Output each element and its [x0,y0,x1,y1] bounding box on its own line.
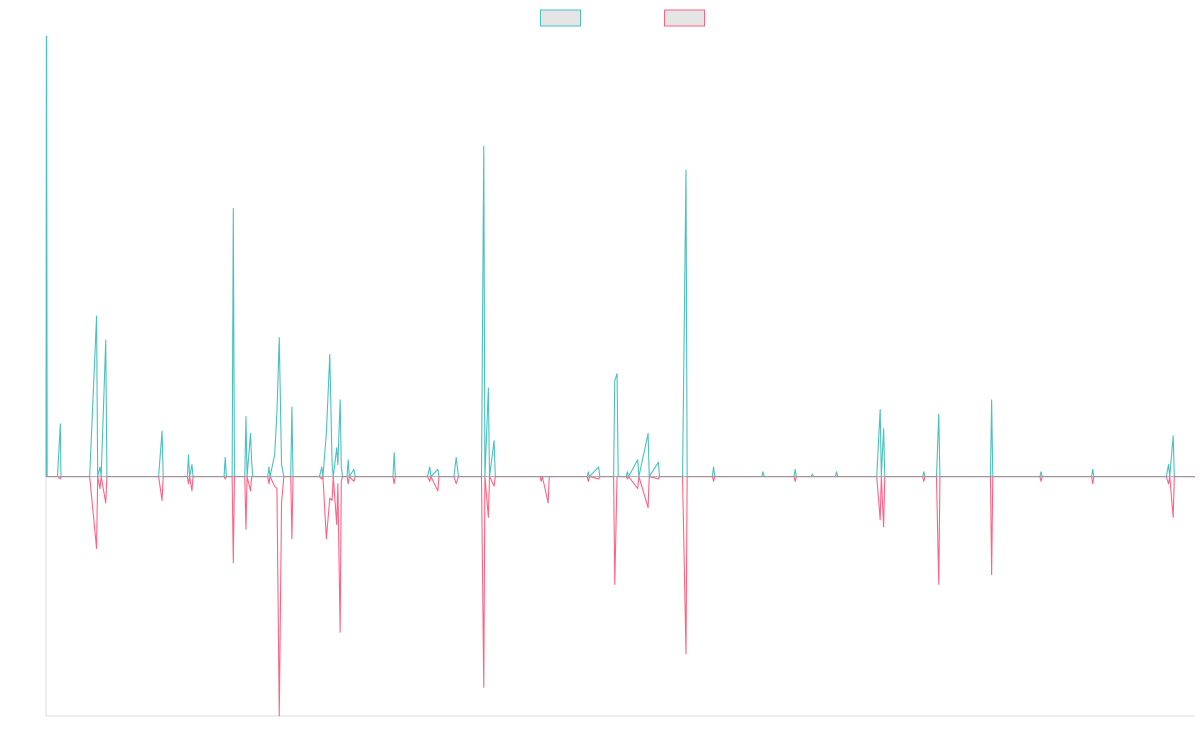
series-line-1 [45,35,1195,478]
legend-swatch-2 [664,9,705,27]
legend-item-1 [540,9,581,27]
legend-item-2 [664,9,705,27]
series-line-2 [46,476,1195,717]
legend [540,9,705,27]
legend-swatch-1 [540,9,581,27]
series-layer [45,35,1195,717]
axes [45,36,1195,717]
